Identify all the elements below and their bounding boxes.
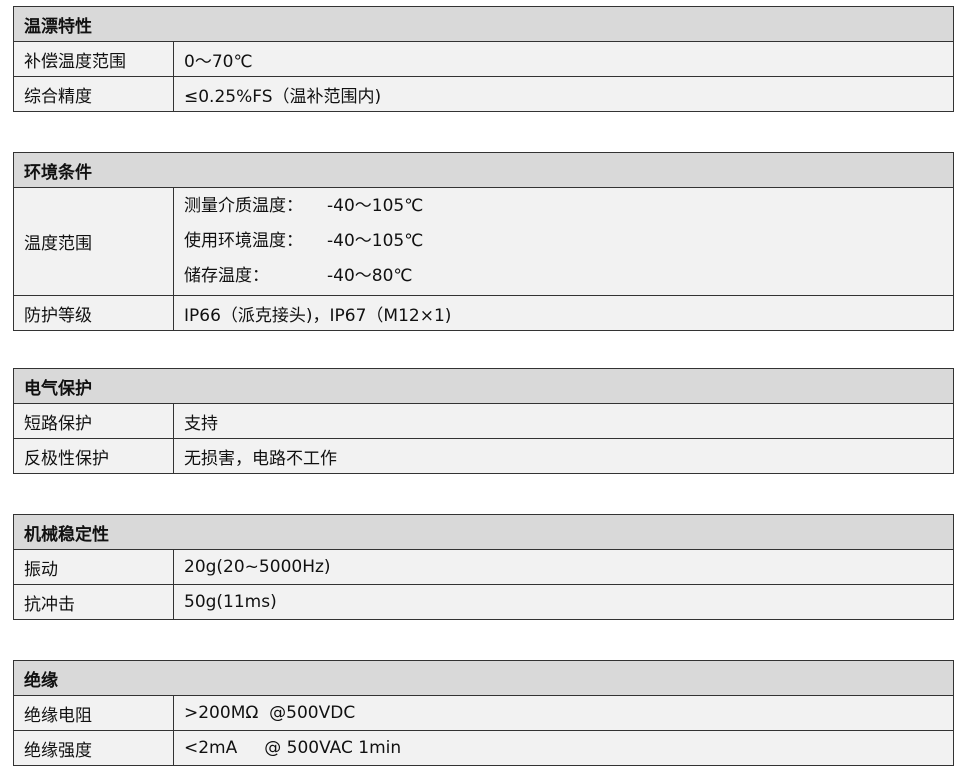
sub-label: 储存温度：: [184, 266, 269, 286]
table-title: 绝缘: [13, 660, 954, 696]
row-value: 无损害，电路不工作: [173, 438, 954, 474]
temperature-drift-table: 温漂特性 补偿温度范围 0～70℃ 综合精度 ≤0.25%FS（温补范围内): [13, 6, 954, 112]
table-row: 抗冲击 50g(11ms): [13, 584, 954, 620]
table-title: 温漂特性: [13, 6, 954, 42]
row-value: 支持: [173, 403, 954, 439]
table-title: 电气保护: [13, 368, 954, 404]
row-label: 温度范围: [13, 187, 174, 296]
table-row: 补偿温度范围 0～70℃: [13, 41, 954, 77]
sub-label: 测量介质温度：: [184, 196, 303, 216]
row-label: 绝缘强度: [13, 730, 174, 766]
row-value: <2mA @ 500VAC 1min: [173, 730, 954, 766]
sub-value: -40～105℃: [327, 196, 424, 216]
sub-value: -40～80℃: [327, 266, 413, 286]
row-label: 绝缘电阻: [13, 695, 174, 731]
table-title: 环境条件: [13, 152, 954, 188]
table-row: 综合精度 ≤0.25%FS（温补范围内): [13, 76, 954, 112]
mechanical-stability-table: 机械稳定性 振动 20g(20~5000Hz) 抗冲击 50g(11ms): [13, 514, 954, 620]
insulation-table: 绝缘 绝缘电阻 >200MΩ @500VDC 绝缘强度 <2mA @ 500VAC …: [13, 660, 954, 766]
table-row: 绝缘电阻 >200MΩ @500VDC: [13, 695, 954, 731]
sub-label: 使用环境温度：: [184, 231, 303, 251]
row-value: 20g(20~5000Hz): [173, 549, 954, 585]
table-row: 温度范围 测量介质温度： -40～105℃ 使用环境温度： -40～105℃ 储存温…: [13, 187, 954, 296]
row-value: 0～70℃: [173, 41, 954, 77]
sub-value: -40～105℃: [327, 231, 424, 251]
row-value: IP66（派克接头)，IP67（M12×1): [173, 295, 954, 331]
row-label: 短路保护: [13, 403, 174, 439]
row-value: >200MΩ @500VDC: [173, 695, 954, 731]
row-label: 补偿温度范围: [13, 41, 174, 77]
row-label: 抗冲击: [13, 584, 174, 620]
electrical-protection-table: 电气保护 短路保护 支持 反极性保护 无损害，电路不工作: [13, 368, 954, 474]
row-label: 综合精度: [13, 76, 174, 112]
table-row: 振动 20g(20~5000Hz): [13, 549, 954, 585]
row-label: 反极性保护: [13, 438, 174, 474]
table-row: 绝缘强度 <2mA @ 500VAC 1min: [13, 730, 954, 766]
row-label: 振动: [13, 549, 174, 585]
row-label: 防护等级: [13, 295, 174, 331]
row-value: 测量介质温度： -40～105℃ 使用环境温度： -40～105℃ 储存温度： -40…: [173, 187, 954, 296]
table-title: 机械稳定性: [13, 514, 954, 550]
table-row: 反极性保护 无损害，电路不工作: [13, 438, 954, 474]
row-value: 50g(11ms): [173, 584, 954, 620]
row-value: ≤0.25%FS（温补范围内): [173, 76, 954, 112]
table-row: 短路保护 支持: [13, 403, 954, 439]
environment-table: 环境条件 温度范围 测量介质温度： -40～105℃ 使用环境温度： -40～105…: [13, 152, 954, 331]
table-row: 防护等级 IP66（派克接头)，IP67（M12×1): [13, 295, 954, 331]
